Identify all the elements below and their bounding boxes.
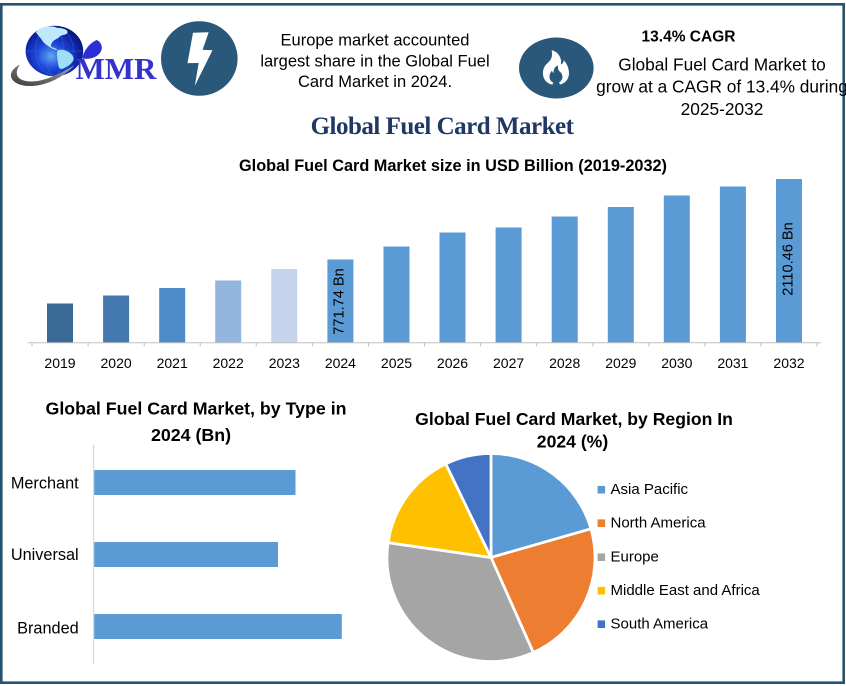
svg-text:Global Fuel Card Market size i: Global Fuel Card Market size in USD Bill… [239,157,667,175]
svg-text:Europe: Europe [611,549,659,566]
svg-text:North America: North America [611,515,707,532]
svg-text:Global Fuel Card Market: Global Fuel Card Market [311,113,575,140]
svg-text:2024 (Bn): 2024 (Bn) [151,425,231,445]
svg-text:2023: 2023 [269,355,300,371]
svg-text:2020: 2020 [101,355,132,371]
svg-text:Global Fuel Card Market, by Ty: Global Fuel Card Market, by Type in [45,399,346,419]
svg-text:2019: 2019 [44,355,75,371]
svg-text:2032: 2032 [773,355,804,371]
svg-text:2024: 2024 [325,355,356,371]
svg-text:Universal: Universal [11,546,79,564]
svg-text:2031: 2031 [717,355,748,371]
svg-text:2025-2032: 2025-2032 [681,99,764,119]
svg-text:2027: 2027 [493,355,524,371]
svg-text:Card Market in 2024.: Card Market in 2024. [298,73,452,91]
svg-text:South America: South America [611,616,709,633]
svg-text:2021: 2021 [157,355,188,371]
svg-text:2028: 2028 [549,355,580,371]
svg-text:Global Fuel Card Market, by Re: Global Fuel Card Market, by Region In [415,409,733,429]
svg-text:13.4% CAGR: 13.4% CAGR [642,29,736,46]
svg-text:grow at a CAGR of 13.4% during: grow at a CAGR of 13.4% during [596,77,846,97]
svg-text:2026: 2026 [437,355,468,371]
svg-text:Merchant: Merchant [11,474,79,492]
svg-text:Branded: Branded [17,620,79,638]
svg-text:Europe market accounted: Europe market accounted [281,32,470,50]
svg-text:2110.46 Bn: 2110.46 Bn [781,222,797,296]
svg-text:2029: 2029 [605,355,636,371]
svg-text:771.74 Bn: 771.74 Bn [332,268,348,335]
svg-text:2022: 2022 [213,355,244,371]
svg-text:MMR: MMR [76,51,158,86]
svg-text:2025: 2025 [381,355,412,371]
svg-text:largest share in the Global Fu: largest share in the Global Fuel [260,52,489,70]
svg-text:Asia Pacific: Asia Pacific [611,481,689,498]
svg-text:Middle East and Africa: Middle East and Africa [611,582,761,599]
svg-text:2024 (%): 2024 (%) [537,432,608,452]
svg-text:2030: 2030 [661,355,692,371]
svg-text:Global Fuel Card Market to: Global Fuel Card Market to [618,55,825,75]
